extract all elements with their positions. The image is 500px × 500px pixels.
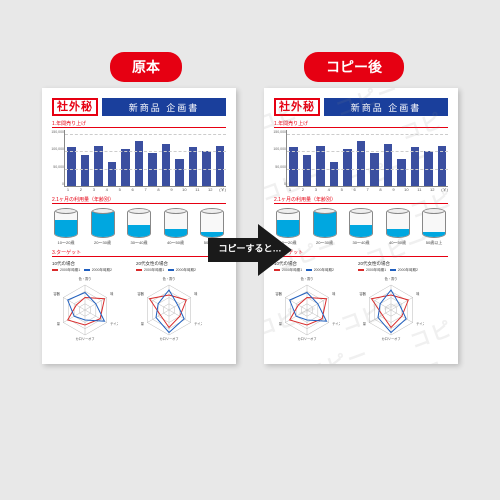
bar <box>135 141 144 186</box>
svg-text:カロリーオフ: カロリーオフ <box>159 336 178 341</box>
bar <box>175 159 184 186</box>
bar-x-labels: 123456789101112(￥) <box>64 187 226 193</box>
bar <box>357 141 366 186</box>
doc-title: 新商品 企画書 <box>324 98 448 116</box>
confidential-stamp: 社外秘 <box>52 98 98 116</box>
svg-text:容器: 容器 <box>54 291 61 296</box>
original-document: 社外秘 新商品 企画書 1.年間売り上げ150,000100,00050,000… <box>42 88 236 364</box>
bar <box>330 162 339 186</box>
cylinder-row: 10～20歳 20～30歳 30～40歳 40～50歳 50歳以上 <box>52 208 226 246</box>
cylinder-item: 20～30歳 <box>89 208 117 246</box>
svg-text:色・香り: 色・香り <box>79 276 92 281</box>
section-3-heading: 3.ターゲット <box>274 249 448 257</box>
svg-text:味: 味 <box>110 291 114 296</box>
cylinder-item: 50歳以上 <box>420 208 448 246</box>
svg-text:カロリーオフ: カロリーオフ <box>297 336 316 341</box>
bar <box>189 147 198 186</box>
svg-text:容器: 容器 <box>276 291 283 296</box>
section-3-heading: 3.ターゲット <box>52 249 226 257</box>
svg-text:味: 味 <box>416 291 420 296</box>
svg-text:カロリーオフ: カロリーオフ <box>75 336 94 341</box>
arrow-label: コピーすると… <box>218 241 281 254</box>
radar-right: 20代女性の場合 2000年時期1 2000年時期2 色・香り味テイストカロリー… <box>136 261 210 342</box>
doc-header: 社外秘 新商品 企画書 <box>52 98 226 116</box>
bar <box>67 147 76 186</box>
section-2-heading: 2.1ヶ月の利用量（年齢別） <box>274 196 448 204</box>
bar <box>397 159 406 186</box>
svg-text:色・香り: 色・香り <box>385 276 398 281</box>
bar <box>411 147 420 186</box>
svg-text:色・香り: 色・香り <box>163 276 176 281</box>
copy-arrow: コピーすると… <box>208 220 292 280</box>
bar <box>121 149 130 187</box>
svg-text:テイスト: テイスト <box>416 321 424 326</box>
cylinder-item: 30～40歳 <box>125 208 153 246</box>
section-2-heading: 2.1ヶ月の利用量（年齢別） <box>52 196 226 204</box>
bar-chart <box>64 130 226 187</box>
cylinder-item: 20～30歳 <box>311 208 339 246</box>
svg-text:量: 量 <box>363 321 367 326</box>
svg-text:容器: 容器 <box>138 291 145 296</box>
doc-header: 社外秘 新商品 企画書 <box>274 98 448 116</box>
radar-left: 10代の場合 2000年時期1 2000年時期2 色・香り味テイストカロリーオフ… <box>52 261 126 342</box>
cylinder-item: 10～20歳 <box>52 208 80 246</box>
svg-text:容器: 容器 <box>360 291 367 296</box>
bar <box>343 149 352 187</box>
radar-row: 10代の場合 2000年時期1 2000年時期2 色・香り味テイストカロリーオフ… <box>274 261 448 342</box>
bar <box>303 155 312 186</box>
svg-text:テイスト: テイスト <box>194 321 202 326</box>
svg-text:量: 量 <box>57 321 61 326</box>
radar-row: 10代の場合 2000年時期1 2000年時期2 色・香り味テイストカロリーオフ… <box>52 261 226 342</box>
section-1-heading: 1.年間売り上げ <box>52 120 226 128</box>
svg-text:量: 量 <box>141 321 145 326</box>
section-1-heading: 1.年間売り上げ <box>274 120 448 128</box>
svg-text:味: 味 <box>194 291 198 296</box>
badge-original: 原本 <box>110 52 182 82</box>
bar-chart <box>286 130 448 187</box>
cylinder-row: 10～20歳 20～30歳 30～40歳 40～50歳 50歳以上 <box>274 208 448 246</box>
svg-text:カロリーオフ: カロリーオフ <box>381 336 400 341</box>
confidential-stamp: 社外秘 <box>274 98 320 116</box>
svg-text:色・香り: 色・香り <box>301 276 314 281</box>
bar <box>289 147 298 186</box>
comparison-stage: 原本 コピー後 社外秘 新商品 企画書 1.年間売り上げ150,000100,0… <box>0 0 500 500</box>
doc-title: 新商品 企画書 <box>102 98 226 116</box>
cylinder-item: 30～40歳 <box>347 208 375 246</box>
svg-text:テイスト: テイスト <box>332 321 340 326</box>
radar-right: 20代女性の場合 2000年時期1 2000年時期2 色・香り味テイストカロリー… <box>358 261 432 342</box>
cylinder-item: 40～50歳 <box>384 208 412 246</box>
badge-copy: コピー後 <box>304 52 404 82</box>
svg-text:量: 量 <box>279 321 283 326</box>
svg-text:テイスト: テイスト <box>110 321 118 326</box>
bar <box>81 155 90 186</box>
bar <box>108 162 117 186</box>
cylinder-item: 40～50歳 <box>162 208 190 246</box>
bar-x-labels: 123456789101112(￥) <box>286 187 448 193</box>
svg-text:味: 味 <box>332 291 336 296</box>
copied-document: コピーコピーコピーコピーコピーコピーコピーコピーコピーコピーコピーコピー 社外秘… <box>264 88 458 364</box>
